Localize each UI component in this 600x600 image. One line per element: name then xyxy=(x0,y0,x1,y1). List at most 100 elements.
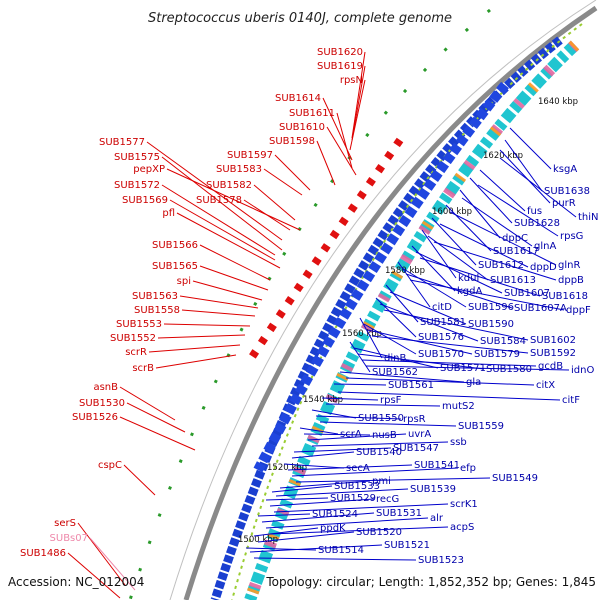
left-leader-line xyxy=(192,280,263,301)
right-leader-line xyxy=(345,377,535,386)
left-leader-lines xyxy=(67,51,366,599)
right-leader-lines xyxy=(245,127,577,561)
feature-track-gc xyxy=(231,23,583,600)
right-leader-line xyxy=(275,488,409,497)
feature-track-blue-outer xyxy=(253,81,509,473)
gene-label-left: SUB1614 xyxy=(275,93,321,104)
gene-label-left: rpsN xyxy=(340,75,363,86)
kbp-scale: 1640 kbp 1620 kbp 1600 kbp 1580 kbp 1560 kbp… xyxy=(238,97,578,545)
left-leader-line xyxy=(176,212,281,269)
right-leader-line xyxy=(283,463,345,469)
genome-backbone xyxy=(169,0,598,600)
right-leader-line xyxy=(245,547,317,551)
gene-label-right: SUB1571 xyxy=(440,363,486,374)
gene-label-right: rpsR xyxy=(403,414,426,425)
gene-label-left: serS xyxy=(54,518,76,529)
left-leader-line xyxy=(274,154,311,191)
right-leader-line xyxy=(321,397,379,401)
left-leader-line xyxy=(157,334,246,339)
gene-label-right: SUB1613 xyxy=(490,275,536,286)
gene-label-left: SUB1610 xyxy=(279,122,325,133)
left-leader-line xyxy=(119,386,176,421)
gene-label-right: purR xyxy=(552,198,576,209)
gene-label-left: SUB1526 xyxy=(72,412,118,423)
right-leader-line xyxy=(499,157,577,218)
gene-label-right: SUB1579 xyxy=(474,349,520,360)
gene-label-right: nusB xyxy=(372,430,397,441)
gene-label-right: SUB1617 xyxy=(493,246,539,257)
gene-label-right: ppdK xyxy=(320,523,346,534)
right-leader-line xyxy=(269,526,449,535)
gene-label-left: SUB1565 xyxy=(152,261,198,272)
right-leader-line xyxy=(371,335,529,354)
right-leader-line xyxy=(269,498,375,507)
left-gene-labels: SUB1620 SUB1619 rpsN SUB1614 SUB1611 SUB1610 S… xyxy=(20,47,363,559)
gene-label-right: dppC xyxy=(502,233,528,244)
gene-label-right: SUB1581 xyxy=(420,317,466,328)
gene-label-left: SUB1597 xyxy=(227,150,273,161)
gene-label-left: SUB1575 xyxy=(114,152,160,163)
left-leader-line xyxy=(123,464,156,496)
left-leader-line xyxy=(67,552,121,599)
right-leader-line xyxy=(449,211,557,266)
gene-label-left: SUB1620 xyxy=(317,47,363,58)
right-leader-line xyxy=(479,169,526,212)
gene-label-right: scrK1 xyxy=(450,499,478,510)
kbp-label: 1620 kbp xyxy=(483,151,523,161)
gene-label-right: SUB1580 xyxy=(486,364,532,375)
gene-label-right: ksgA xyxy=(553,164,577,175)
gene-label-right: SUB1576 xyxy=(418,332,464,343)
right-leader-line xyxy=(287,464,413,471)
left-leader-line xyxy=(126,402,186,433)
left-leader-line xyxy=(199,244,271,281)
gene-label-right: SUB1638 xyxy=(544,186,590,197)
kbp-label: 1560 kbp xyxy=(342,329,382,339)
right-leader-line xyxy=(359,317,383,359)
gene-label-right: mutS2 xyxy=(442,401,475,412)
gene-label-right: recG xyxy=(376,494,399,505)
left-leader-line xyxy=(349,79,366,151)
gene-label-right: SUB1529 xyxy=(330,493,376,504)
gene-label-right: SUB1521 xyxy=(384,540,430,551)
gene-label-left: scrR xyxy=(125,347,147,358)
right-leader-line xyxy=(271,485,333,493)
right-leader-line xyxy=(249,544,383,553)
feature-track-inner-blue xyxy=(210,36,563,600)
gene-label-right: SUB1602 xyxy=(530,335,576,346)
right-leader-line xyxy=(295,477,491,483)
left-leader-line xyxy=(89,537,136,591)
right-leader-line xyxy=(379,303,479,342)
gene-label-right: SUB1612 xyxy=(478,260,524,271)
kbp-label: 1580 kbp xyxy=(385,266,425,276)
right-leader-line xyxy=(319,421,457,427)
gene-label-right: SUB1592 xyxy=(530,348,576,359)
right-leader-line xyxy=(311,441,449,447)
gene-label-left: SUB1486 xyxy=(20,548,66,559)
gene-label-left: SUB1598 xyxy=(269,136,315,147)
right-leader-line xyxy=(303,433,371,436)
gene-label-right: SUB1540 xyxy=(356,447,402,458)
gene-label-right: kgdA xyxy=(457,286,482,297)
right-leader-line xyxy=(337,391,561,401)
right-leader-line xyxy=(357,353,485,370)
gene-label-left: scrB xyxy=(132,363,154,374)
left-leader-line xyxy=(119,416,196,451)
left-leader-line xyxy=(181,309,256,317)
gene-label-right: dinB xyxy=(384,353,406,364)
right-leader-line xyxy=(265,497,329,501)
gene-label-right: SUB1590 xyxy=(468,319,514,330)
kbp-label: 1500 kbp xyxy=(238,535,278,545)
gene-label-right: citD xyxy=(432,302,452,313)
gene-label-right: kdul xyxy=(458,273,479,284)
map-title: Streptococcus uberis 0140J, complete gen… xyxy=(148,11,452,26)
gene-label-left: SUB1582 xyxy=(206,180,252,191)
right-leader-line xyxy=(397,261,431,308)
gene-label-right: pmi xyxy=(372,476,391,487)
right-leader-line xyxy=(265,517,429,529)
gene-label-right: alr xyxy=(430,513,444,524)
left-leader-line xyxy=(326,126,357,176)
right-leader-line xyxy=(253,527,319,537)
right-leader-line xyxy=(469,177,513,224)
gene-label-left: spi xyxy=(177,276,191,287)
gene-label-left: SUB1577 xyxy=(99,137,145,148)
